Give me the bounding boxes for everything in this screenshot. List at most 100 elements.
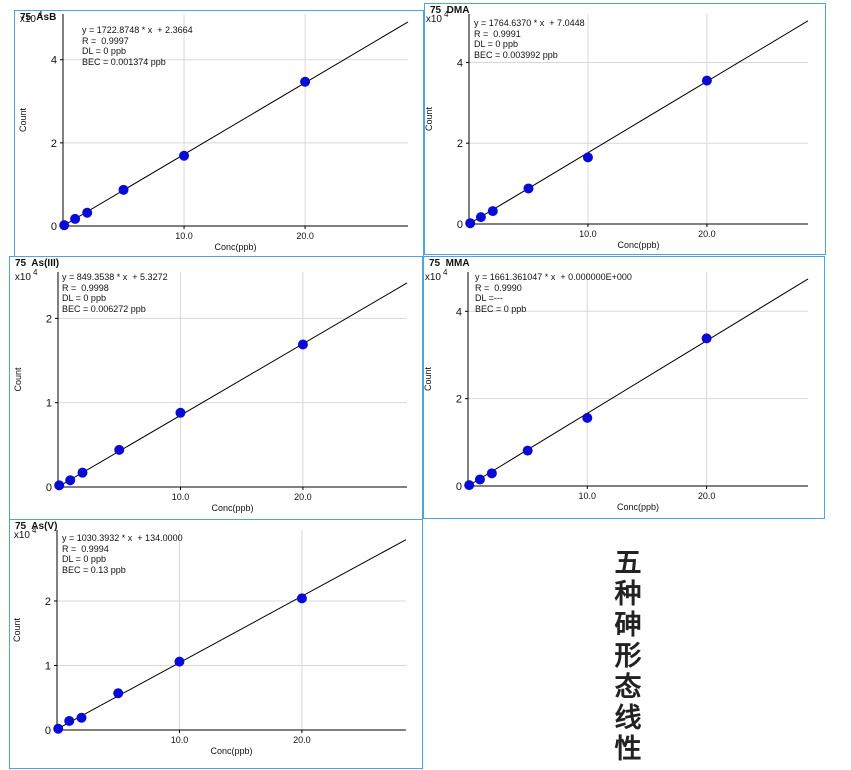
y-exponent-label: 4 — [32, 526, 37, 535]
data-point — [582, 412, 593, 423]
chart-canvas: 0 1 2 10.0 20.0 Conc(ppb) Count x10 4 — [12, 526, 407, 756]
y-tick-label: 1 — [45, 660, 51, 672]
data-point — [59, 220, 70, 231]
y-axis-label: Count — [424, 367, 433, 392]
caption-char: 五 — [614, 548, 642, 579]
r-value-text: R = 0.9994 — [62, 543, 109, 554]
fit-equation-box: y = 1764.6370 * x + 7.0448 R = 0.9991 DL… — [474, 18, 585, 60]
data-point — [701, 333, 712, 344]
bec-text: BEC = 0 ppb — [475, 303, 527, 314]
chart-title: 75 AsB — [20, 12, 57, 23]
y-tick-label: 2 — [456, 394, 462, 406]
data-point — [113, 688, 124, 699]
x-axis-label: Conc(ppb) — [617, 502, 659, 512]
y-multiplier-label: x10 — [20, 14, 37, 25]
r-value-text: R = 0.9997 — [82, 35, 129, 46]
data-point — [76, 712, 87, 723]
y-exponent-label: 4 — [33, 268, 38, 277]
x-tick-label: 20.0 — [698, 229, 716, 239]
data-point — [701, 75, 712, 86]
x-axis-label: Conc(ppb) — [617, 240, 659, 250]
dl-text: DL = 0 ppb — [62, 293, 106, 303]
fit-equation-box: y = 849.3538 * x + 5.3272 R = 0.9998 DL … — [62, 272, 168, 314]
chart-title: 75 As(III) — [15, 258, 60, 269]
y-exponent-label: 4 — [38, 11, 43, 19]
data-point — [77, 467, 88, 478]
y-tick-label: 0 — [457, 219, 463, 231]
data-point — [54, 480, 65, 491]
data-point — [474, 474, 485, 485]
data-point — [465, 218, 476, 229]
data-point — [64, 715, 75, 726]
caption-char: 性 — [614, 734, 642, 765]
dl-text: DL = 0 ppb — [474, 39, 518, 49]
data-point — [82, 207, 93, 218]
y-multiplier-label: x10 — [14, 530, 31, 541]
y-tick-label: 4 — [457, 57, 463, 69]
caption-char: 种 — [614, 579, 642, 610]
y-tick-label: 4 — [51, 55, 57, 67]
y-tick-label: 0 — [456, 481, 462, 493]
data-point — [582, 152, 593, 163]
chart-title: 75 MMA — [429, 258, 470, 269]
data-point — [114, 444, 125, 455]
x-axis-label: Conc(ppb) — [211, 503, 253, 513]
y-multiplier-label: x10 — [15, 272, 32, 283]
y-axis-label: Count — [13, 367, 23, 392]
data-point — [53, 723, 64, 734]
equation-text: y = 1722.8748 * x + 2.3664 — [82, 25, 193, 35]
x-tick-label: 20.0 — [293, 735, 311, 745]
x-tick-label: 10.0 — [579, 229, 597, 239]
data-point — [487, 206, 498, 217]
x-tick-label: 20.0 — [296, 231, 314, 241]
caption-char: 形 — [614, 641, 642, 672]
r-value-text: R = 0.9991 — [474, 28, 521, 39]
data-point — [464, 480, 475, 491]
bec-text: BEC = 0.001374 ppb — [82, 56, 166, 67]
y-tick-label: 0 — [51, 221, 57, 233]
chart-panel-as5: 0 1 2 10.0 20.0 Conc(ppb) Count x10 4 75 As(V) y… — [9, 519, 423, 769]
r-value-text: R = 0.9990 — [475, 282, 522, 293]
equation-text: y = 849.3538 * x + 5.3272 — [62, 272, 168, 282]
caption-char: 态 — [614, 672, 642, 703]
chart-panel-as3: 0 1 2 10.0 20.0 Conc(ppb) Count x10 4 75 As(III)… — [9, 256, 423, 520]
side-caption: 五 种 砷 形 态 线 性 — [608, 548, 648, 765]
x-tick-label: 10.0 — [175, 231, 193, 241]
equation-text: y = 1661.361047 * x + 0.000000E+000 — [475, 272, 632, 282]
equation-text: y = 1764.6370 * x + 7.0448 — [474, 18, 585, 28]
chart-title: 75 As(V) — [15, 521, 58, 532]
x-axis-label: Conc(ppb) — [214, 242, 256, 252]
fit-equation-box: y = 1722.8748 * x + 2.3664 R = 0.9997 DL… — [82, 25, 193, 67]
dl-text: DL =--- — [475, 293, 503, 303]
y-tick-label: 2 — [457, 138, 463, 150]
y-multiplier-label: x10 — [426, 14, 443, 25]
chart-panel-dma: 0 2 4 10.0 20.0 Conc(ppb) Count x10 4 75 DMA y =… — [424, 3, 826, 255]
y-exponent-label: 4 — [443, 268, 448, 277]
data-point — [118, 184, 129, 195]
bec-text: BEC = 0.006272 ppb — [62, 303, 146, 314]
y-tick-label: 2 — [51, 138, 57, 150]
data-point — [297, 339, 308, 350]
dl-text: DL = 0 ppb — [62, 554, 106, 564]
x-tick-label: 10.0 — [172, 492, 190, 502]
y-axis-label: Count — [12, 618, 22, 643]
x-tick-label: 20.0 — [294, 492, 312, 502]
x-tick-label: 10.0 — [579, 491, 597, 501]
data-point — [475, 212, 486, 223]
fit-equation-box: y = 1661.361047 * x + 0.000000E+000 R = … — [475, 272, 632, 314]
chart-panel-asb: 0 2 4 10.0 20.0 Conc(ppb) Count x10 4 75 AsB y =… — [14, 10, 424, 258]
data-point — [300, 76, 311, 87]
bec-text: BEC = 0.003992 ppb — [474, 49, 558, 60]
data-point — [522, 445, 533, 456]
data-point — [486, 468, 497, 479]
data-point — [174, 656, 185, 667]
y-tick-label: 2 — [46, 313, 52, 325]
data-point — [175, 407, 186, 418]
fit-line — [56, 539, 407, 730]
y-tick-label: 0 — [46, 482, 52, 494]
y-axis-label: Count — [18, 108, 28, 133]
y-tick-label: 1 — [46, 398, 52, 410]
caption-char: 砷 — [614, 610, 642, 641]
